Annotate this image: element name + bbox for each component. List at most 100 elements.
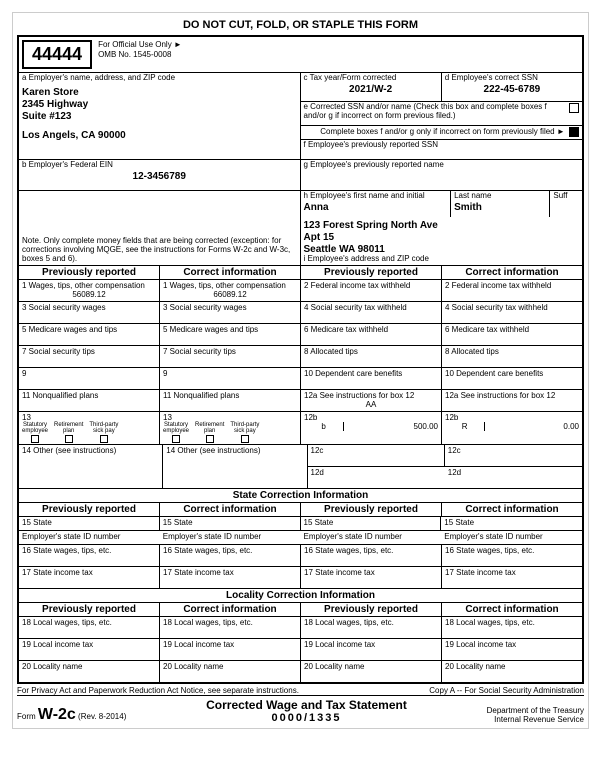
box-h-last-label: Last name xyxy=(454,192,546,201)
s15d: 15 State xyxy=(441,516,582,530)
r14bc: 12d xyxy=(308,466,445,488)
s17d: 17 State income tax xyxy=(442,566,582,588)
seidd: Employer's state ID number xyxy=(441,530,582,544)
cb-stat-a[interactable] xyxy=(31,435,39,443)
seidb: Employer's state ID number xyxy=(160,530,301,544)
box-h-i: h Employee's first name and initial Anna… xyxy=(301,191,583,265)
r13c: 12b b500.00 xyxy=(301,411,442,444)
l20a: 20 Locality name xyxy=(19,660,160,682)
form-rev: (Rev. 8-2014) xyxy=(78,712,126,721)
l19a: 19 Local income tax xyxy=(19,638,160,660)
s17b: 17 State income tax xyxy=(160,566,301,588)
privacy-notice: For Privacy Act and Paperwork Reduction … xyxy=(17,686,299,695)
employer-addr1: 2345 Highway xyxy=(22,98,297,110)
seida: Employer's state ID number xyxy=(19,530,160,544)
cb-group-b: Statutoryemployee Retirementplan Third-p… xyxy=(163,422,297,443)
sequence-number: 0000/1335 xyxy=(126,712,486,724)
box-g-label: g Employee's previously reported name xyxy=(304,161,580,170)
r14a: 14 Other (see instructions) xyxy=(19,444,163,488)
box-d-label: d Employee's correct SSN xyxy=(445,74,579,83)
cb-sick-b[interactable] xyxy=(241,435,249,443)
box-h-last: Last name Smith xyxy=(451,191,550,217)
l20c: 20 Locality name xyxy=(301,660,442,682)
box-e-label: e Corrected SSN and/or name (Check this … xyxy=(304,103,568,121)
employee-last-name: Smith xyxy=(454,201,546,213)
r11d: 12a See instructions for box 12 xyxy=(442,389,582,411)
cb-ret-b[interactable] xyxy=(206,435,214,443)
r7b: 7 Social security tips xyxy=(160,345,301,367)
dept-treasury: Department of the Treasury Internal Reve… xyxy=(487,706,584,724)
r5c: 6 Medicare tax withheld xyxy=(301,323,442,345)
col-hdr-2: Correct information xyxy=(160,265,301,279)
s15a: 15 State xyxy=(19,516,160,530)
r14d: 12c xyxy=(445,444,582,466)
r9d: 10 Dependent care benefits xyxy=(442,367,582,389)
form-w2c: W-2c xyxy=(38,706,76,723)
box-h-first: h Employee's first name and initial Anna xyxy=(301,191,452,217)
box-e-checkbox[interactable] xyxy=(569,103,579,113)
r9c: 10 Dependent care benefits xyxy=(301,367,442,389)
s15c: 15 State xyxy=(301,516,442,530)
cb-ret-a[interactable] xyxy=(65,435,73,443)
state-col-2: Correct information xyxy=(160,502,301,516)
r11c: 12a See instructions for box 12AA xyxy=(301,389,442,411)
box-i: 123 Forest Spring North Ave Apt 15 Seatt… xyxy=(301,217,583,265)
employer-addr2: Suite #123 xyxy=(22,110,297,122)
copy-label: Copy A -- For Social Security Administra… xyxy=(429,686,584,695)
box-ef-label: Complete boxes f and/or g only if incorr… xyxy=(320,127,564,136)
r5a: 5 Medicare wages and tips xyxy=(19,323,160,345)
note-cell: Note. Only complete money fields that ar… xyxy=(19,191,301,265)
s17c: 17 State income tax xyxy=(301,566,442,588)
r1a: 1 Wages, tips, other compensation56089.1… xyxy=(19,279,160,301)
box-b: b Employer's Federal EIN 12-3456789 xyxy=(19,160,301,190)
r5d: 6 Medicare tax withheld xyxy=(442,323,582,345)
official-use: For Official Use Only ► xyxy=(98,40,182,50)
cb-sick-a[interactable] xyxy=(100,435,108,443)
tax-year: 2021/W-2 xyxy=(304,83,438,95)
r9b: 9 xyxy=(160,367,301,389)
employer-name: Karen Store xyxy=(22,83,297,98)
state-col-3: Previously reported xyxy=(301,502,442,516)
r1c: 2 Federal income tax withheld xyxy=(301,279,442,301)
footer: For Privacy Act and Paperwork Reduction … xyxy=(17,684,584,724)
s16c: 16 State wages, tips, etc. xyxy=(301,544,442,566)
loc-col-1: Previously reported xyxy=(19,602,160,616)
r3a: 3 Social security wages xyxy=(19,301,160,323)
r13a: 13 Statutoryemployee Retirementplan Thir… xyxy=(19,411,160,444)
employee-ssn: 222-45-6789 xyxy=(445,83,579,95)
state-col-4: Correct information xyxy=(442,502,582,516)
box-f-label: f Employee's previously reported SSN xyxy=(304,141,580,150)
box-h-first-label: h Employee's first name and initial xyxy=(304,192,448,201)
r11b: 11 Nonqualified plans xyxy=(160,389,301,411)
r3d: 4 Social security tax withheld xyxy=(442,301,582,323)
r14bd: 12d xyxy=(445,466,582,488)
r9a: 9 xyxy=(19,367,160,389)
r3c: 4 Social security tax withheld xyxy=(301,301,442,323)
l19c: 19 Local income tax xyxy=(301,638,442,660)
l19b: 19 Local income tax xyxy=(160,638,301,660)
note-text: Note. Only complete money fields that ar… xyxy=(22,237,297,263)
box-c: c Tax year/Form corrected 2021/W-2 xyxy=(301,73,442,101)
box-i-label: i Employee's address and ZIP code xyxy=(304,255,580,264)
l18a: 18 Local wages, tips, etc. xyxy=(19,616,160,638)
box-h-suff: Suff xyxy=(550,191,582,217)
box-c-label: c Tax year/Form corrected xyxy=(304,74,438,83)
box-e: e Corrected SSN and/or name (Check this … xyxy=(301,101,583,125)
r5b: 5 Medicare wages and tips xyxy=(160,323,301,345)
box-a-employer: a Employer's name, address, and ZIP code… xyxy=(19,73,301,159)
box-a-label: a Employer's name, address, and ZIP code xyxy=(22,74,297,83)
loc-col-3: Previously reported xyxy=(301,602,442,616)
box-ef-checkbox[interactable] xyxy=(569,127,579,137)
l20d: 20 Locality name xyxy=(442,660,582,682)
cb-stat-b[interactable] xyxy=(172,435,180,443)
l20b: 20 Locality name xyxy=(160,660,301,682)
r3b: 3 Social security wages xyxy=(160,301,301,323)
form-label: Form W-2c (Rev. 8-2014) xyxy=(17,706,126,724)
footer-title: Corrected Wage and Tax Statement 0000/13… xyxy=(126,698,486,724)
loc-col-2: Correct information xyxy=(160,602,301,616)
state-header: State Correction Information xyxy=(19,488,582,502)
loc-col-4: Correct information xyxy=(442,602,582,616)
top-right-block: c Tax year/Form corrected 2021/W-2 d Emp… xyxy=(301,73,583,159)
col-hdr-4: Correct information xyxy=(442,265,582,279)
w2c-form: DO NOT CUT, FOLD, OR STAPLE THIS FORM 44… xyxy=(12,12,589,729)
